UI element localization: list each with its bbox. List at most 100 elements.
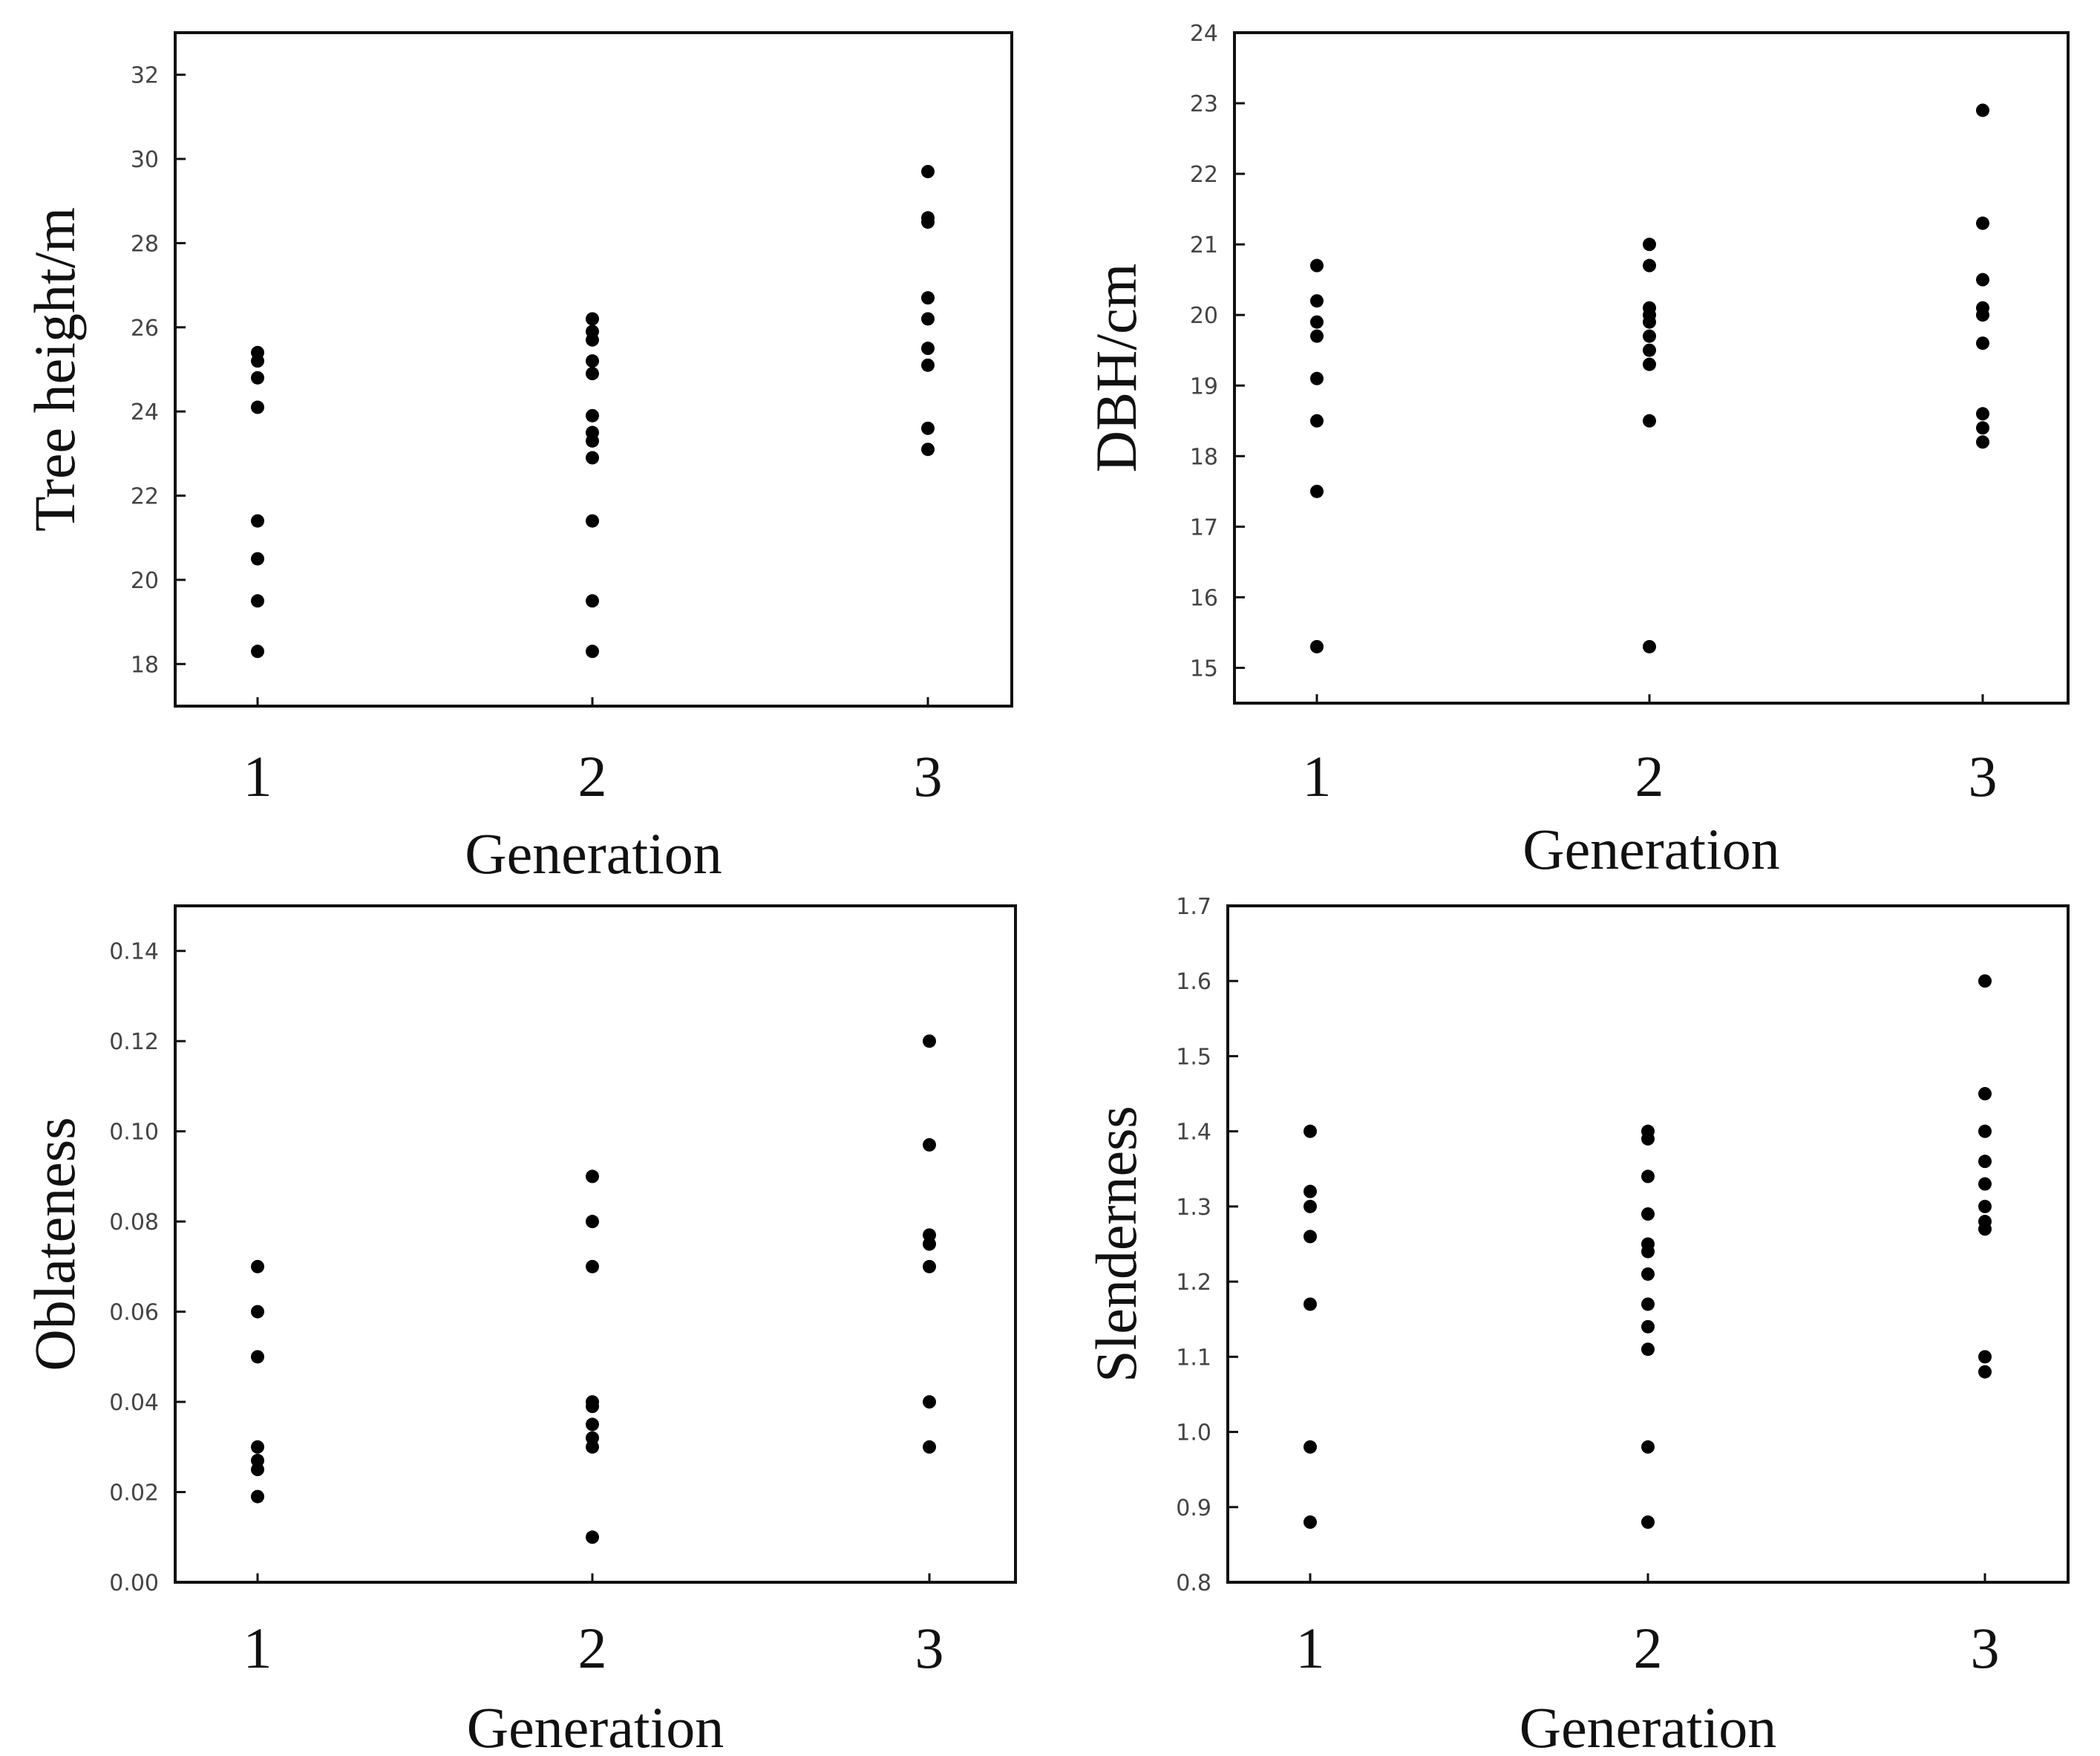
data-point xyxy=(1310,414,1324,428)
data-point xyxy=(1978,1350,1992,1364)
data-point xyxy=(921,215,935,229)
data-point xyxy=(1310,484,1324,498)
x-tick-label: 3 xyxy=(915,1616,944,1680)
data-point xyxy=(586,1169,599,1184)
data-point xyxy=(1303,1124,1317,1138)
data-point xyxy=(1976,435,1989,449)
data-point xyxy=(1310,329,1324,343)
y-axis-title: Oblateness xyxy=(22,1117,87,1371)
data-point xyxy=(923,1395,936,1409)
data-point xyxy=(586,434,599,448)
x-tick-label: 1 xyxy=(243,1616,272,1680)
y-axis-title: Slenderness xyxy=(1084,1106,1148,1383)
data-point xyxy=(1976,336,1989,350)
data-point xyxy=(1978,1087,1992,1101)
data-point xyxy=(1976,421,1989,435)
data-point xyxy=(1976,216,1989,230)
y-tick-label: 1.5 xyxy=(1176,1044,1211,1070)
data-point xyxy=(921,342,935,356)
data-point xyxy=(1310,371,1324,385)
y-axis-title: DBH/cm xyxy=(1084,264,1148,473)
data-point xyxy=(921,443,935,457)
x-axis-title: Generation xyxy=(1520,1695,1777,1756)
data-point xyxy=(586,312,599,326)
data-point xyxy=(1303,1440,1317,1454)
data-point xyxy=(586,1530,599,1544)
y-tick-label: 18 xyxy=(131,652,159,678)
y-tick-label: 0.06 xyxy=(109,1300,159,1326)
data-point xyxy=(923,1034,936,1048)
data-point xyxy=(923,1440,936,1454)
y-tick-label: 24 xyxy=(131,399,159,425)
data-point xyxy=(251,1350,264,1364)
data-point xyxy=(1310,294,1324,308)
y-tick-label: 24 xyxy=(1190,21,1218,47)
y-tick-label: 32 xyxy=(131,63,159,89)
y-tick-label: 20 xyxy=(1190,303,1218,329)
y-tick-label: 1.3 xyxy=(1176,1195,1211,1221)
y-tick-label: 0.10 xyxy=(109,1120,159,1146)
y-tick-label: 0.14 xyxy=(109,939,159,965)
data-point xyxy=(921,358,935,372)
y-tick-label: 18 xyxy=(1190,444,1218,470)
data-point xyxy=(586,644,599,659)
data-point xyxy=(1641,1440,1655,1454)
x-tick-label: 2 xyxy=(1635,744,1664,809)
data-point xyxy=(923,1138,936,1152)
data-point xyxy=(586,367,599,381)
data-point xyxy=(1641,1342,1655,1357)
data-point xyxy=(921,312,935,326)
y-tick-label: 22 xyxy=(1190,162,1218,188)
y-tick-label: 15 xyxy=(1190,656,1218,682)
x-tick-label: 3 xyxy=(1971,1616,2000,1680)
y-tick-label: 0.02 xyxy=(109,1481,159,1507)
data-point xyxy=(586,594,599,608)
data-point xyxy=(251,354,264,368)
data-point xyxy=(1310,315,1324,329)
data-point xyxy=(921,165,935,179)
data-point xyxy=(251,514,264,528)
y-tick-label: 1.7 xyxy=(1176,894,1211,920)
y-tick-label: 0.9 xyxy=(1176,1495,1211,1521)
data-point xyxy=(1643,639,1656,653)
y-tick-label: 0.04 xyxy=(109,1390,159,1416)
y-tick-label: 30 xyxy=(131,147,159,173)
x-tick-label: 3 xyxy=(1969,744,1998,809)
data-point xyxy=(1641,1319,1655,1334)
x-tick-label: 1 xyxy=(1296,1616,1325,1680)
data-point xyxy=(921,291,935,305)
data-point xyxy=(1978,974,1992,988)
data-point xyxy=(1303,1230,1317,1244)
data-point xyxy=(1641,1297,1655,1311)
y-tick-label: 1.0 xyxy=(1176,1420,1211,1446)
y-tick-label: 1.6 xyxy=(1176,969,1211,995)
y-tick-label: 19 xyxy=(1190,373,1218,399)
y-tick-label: 1.2 xyxy=(1176,1270,1211,1296)
data-point xyxy=(1641,1244,1655,1259)
data-point xyxy=(251,400,264,414)
data-point xyxy=(1303,1199,1317,1213)
data-point xyxy=(586,354,599,368)
data-point xyxy=(1303,1515,1317,1530)
x-tick-label: 2 xyxy=(578,1616,607,1680)
data-point xyxy=(251,1489,264,1504)
data-point xyxy=(1978,1155,1992,1169)
x-tick-label: 2 xyxy=(578,744,607,809)
y-tick-label: 0.08 xyxy=(109,1210,159,1236)
y-tick-label: 20 xyxy=(131,568,159,594)
x-tick-label: 2 xyxy=(1634,1616,1663,1680)
y-axis-title: Tree height/m xyxy=(22,207,87,532)
y-tick-label: 22 xyxy=(131,484,159,510)
data-point xyxy=(1643,238,1656,252)
data-point xyxy=(251,1440,264,1454)
data-point xyxy=(923,1237,936,1251)
data-point xyxy=(251,552,264,566)
y-tick-label: 26 xyxy=(131,316,159,342)
data-point xyxy=(586,1440,599,1454)
data-point xyxy=(1978,1365,1992,1379)
x-axis-title: Generation xyxy=(1522,817,1780,881)
x-axis-title: Generation xyxy=(467,1695,724,1756)
x-tick-label: 3 xyxy=(914,744,943,809)
